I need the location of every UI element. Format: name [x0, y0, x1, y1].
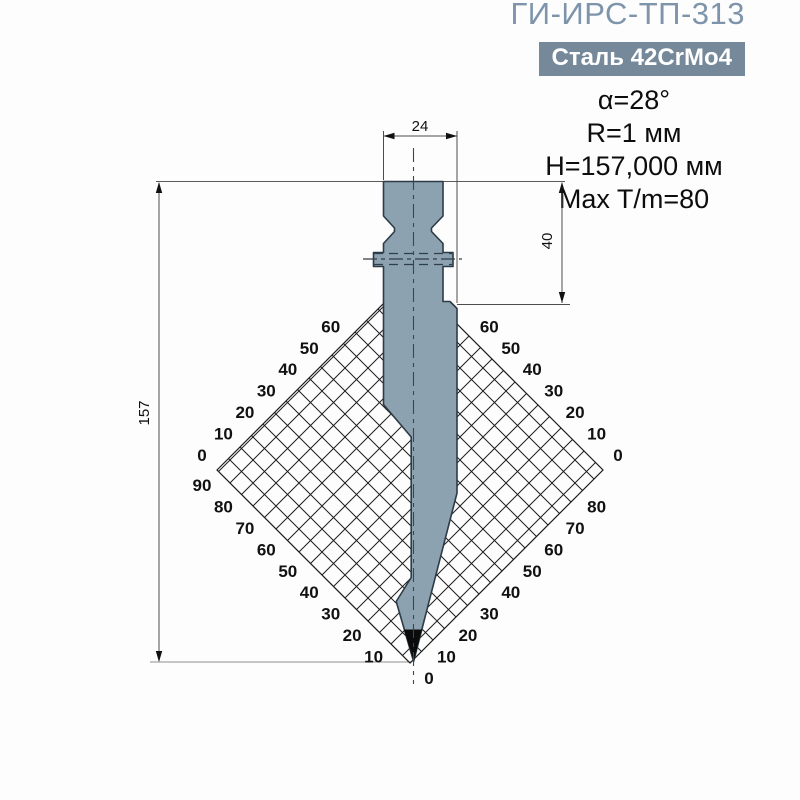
specs-block: α=28° R=1 мм H=157,000 мм Max T/m=80 — [504, 84, 764, 216]
angle-grid — [216, 276, 604, 664]
scale-label: 0 — [197, 446, 206, 465]
scale-label: 40 — [300, 583, 319, 602]
scale-label: 10 — [587, 425, 606, 444]
scale-label: 50 — [501, 339, 520, 358]
spec-angle: α=28° — [597, 85, 671, 115]
scale-label: 20 — [566, 403, 585, 422]
scale-label: 40 — [278, 360, 297, 379]
scale-label: 60 — [321, 317, 340, 336]
steel-grade-badge: Сталь 42CrMo4 — [538, 42, 745, 76]
punch-body — [372, 180, 458, 663]
scale-label: 40 — [501, 583, 520, 602]
scale-label: 30 — [257, 382, 276, 401]
spec-max-load: Max T/m=80 — [558, 184, 710, 214]
dim-label-24: 24 — [412, 118, 429, 135]
scale-label: 60 — [480, 317, 499, 336]
dimension-total-height: 157 — [136, 182, 163, 662]
scale-label: 0 — [613, 446, 622, 465]
scale-label: 40 — [523, 360, 542, 379]
scale-label: 30 — [321, 605, 340, 624]
spec-radius: R=1 мм — [586, 118, 682, 148]
scale-label: 70 — [235, 519, 254, 538]
scale-label: 30 — [480, 605, 499, 624]
dim-label-40: 40 — [539, 233, 556, 250]
scale-label: 20 — [235, 403, 254, 422]
dimension-shank-height: 40 — [539, 182, 566, 303]
scale-label: 60 — [544, 540, 563, 559]
scale-label: 10 — [437, 648, 456, 667]
product-title: ГИ-ИРС-ТП-313 — [510, 0, 745, 31]
scale-label: 70 — [566, 519, 585, 538]
dim-label-157: 157 — [136, 400, 153, 425]
reference-lines — [150, 131, 570, 663]
scale-label: 20 — [343, 626, 362, 645]
scale-label: 80 — [587, 497, 606, 516]
scale-label: 80 — [214, 497, 233, 516]
scale-label: 50 — [300, 339, 319, 358]
scale-label: 20 — [458, 626, 477, 645]
scale-label: 10 — [214, 425, 233, 444]
scale-label: 60 — [257, 540, 276, 559]
punch-tool — [363, 148, 462, 684]
scale-label-origin: 0 — [424, 669, 433, 688]
scale-label: 50 — [278, 562, 297, 581]
dimension-top-width: 24 — [383, 118, 457, 140]
scale-label: 10 — [364, 648, 383, 667]
scale-label: 50 — [523, 562, 542, 581]
angle-scale-labels: 0 10 20 30 40 50 60 90 80 70 60 50 40 30… — [193, 317, 623, 688]
scale-label: 90 — [193, 476, 212, 495]
spec-height: H=157,000 мм — [545, 151, 723, 181]
angle-grid-outline — [216, 276, 604, 664]
scale-label: 30 — [544, 382, 563, 401]
